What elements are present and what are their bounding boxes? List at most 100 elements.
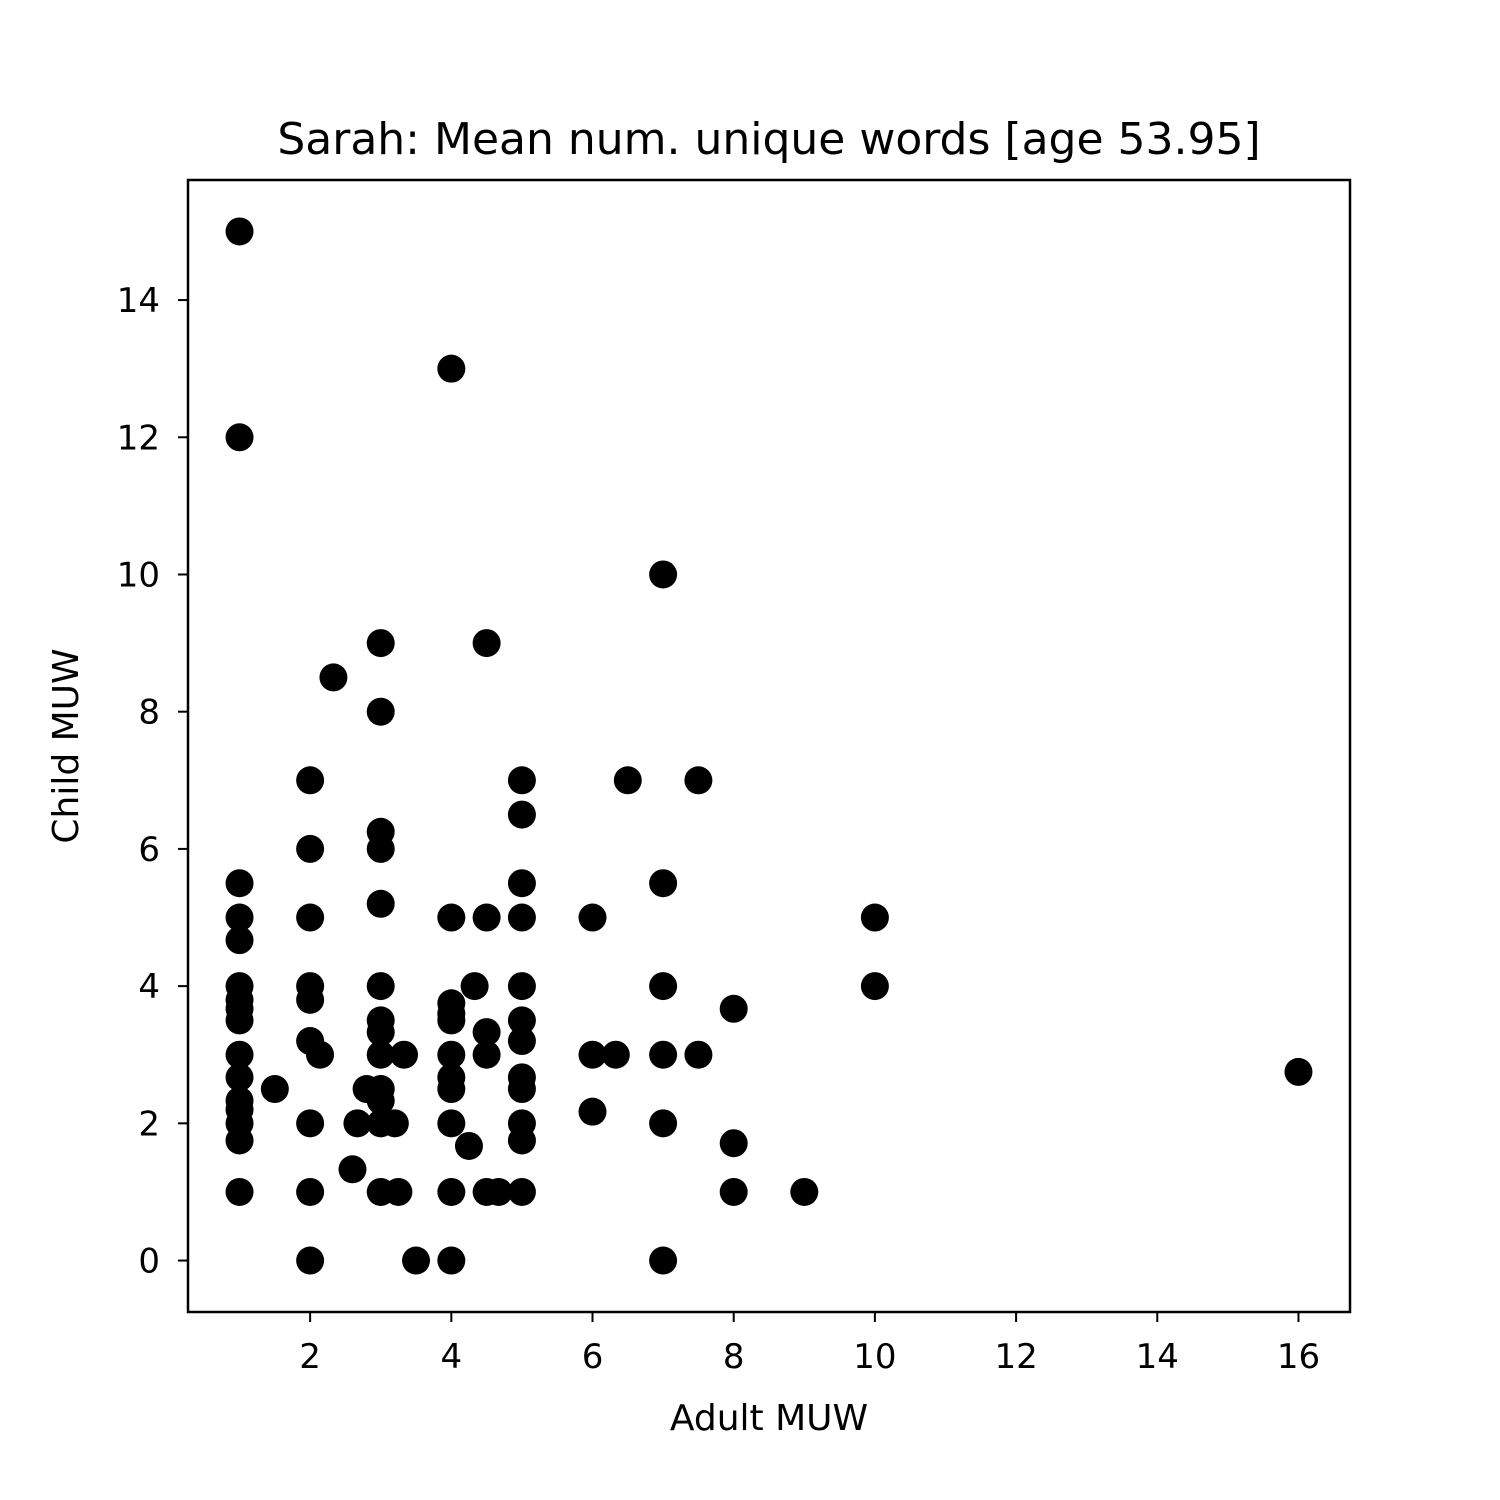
data-point: [649, 869, 678, 898]
data-point: [507, 1177, 536, 1206]
data-point: [507, 766, 536, 795]
x-tick-label: 4: [441, 1337, 463, 1377]
x-tick-label: 2: [299, 1337, 321, 1377]
x-tick-label: 14: [1136, 1337, 1179, 1377]
data-point: [578, 1097, 607, 1126]
y-tick-label: 0: [138, 1242, 160, 1282]
data-point: [613, 766, 642, 795]
data-point: [454, 1131, 483, 1160]
y-tick-label: 14: [117, 281, 160, 321]
data-point: [684, 766, 713, 795]
data-point: [225, 1126, 254, 1155]
data-points: [225, 217, 1313, 1275]
data-point: [225, 1006, 254, 1035]
y-tick-label: 10: [117, 555, 160, 595]
data-point: [390, 1040, 419, 1069]
data-point: [437, 903, 466, 932]
plot-frame: [186, 178, 1352, 1314]
data-point: [507, 972, 536, 1001]
data-point: [296, 766, 325, 795]
y-tick-label: 6: [138, 830, 160, 870]
data-point: [437, 1040, 466, 1069]
x-tick-label: 10: [853, 1337, 896, 1377]
data-point: [225, 423, 254, 452]
data-point: [380, 1109, 409, 1138]
y-axis-label: Child MUW: [46, 648, 87, 843]
data-point: [384, 1177, 413, 1206]
data-point: [507, 800, 536, 829]
data-point: [437, 354, 466, 383]
data-point: [860, 903, 889, 932]
data-point: [338, 1155, 367, 1184]
data-point: [790, 1177, 819, 1206]
data-point: [225, 217, 254, 246]
data-point: [684, 1040, 713, 1069]
data-point: [306, 1040, 335, 1069]
y-tick-label: 12: [117, 418, 160, 458]
data-point: [460, 972, 489, 1001]
data-point: [296, 1177, 325, 1206]
data-point: [437, 1075, 466, 1104]
data-point: [366, 1040, 395, 1069]
y-tick-label: 8: [138, 693, 160, 733]
data-point: [649, 1109, 678, 1138]
data-point: [296, 834, 325, 863]
data-point: [366, 1018, 395, 1047]
x-axis: 2 4 6 8 10 12 14 16: [299, 1312, 1320, 1377]
chart-title: Sarah: Mean num. unique words [age 53.95…: [277, 114, 1260, 165]
y-axis: 0 2 4 6 8 10 12 14: [117, 281, 188, 1282]
y-tick-label: 2: [138, 1104, 160, 1144]
x-tick-label: 12: [994, 1337, 1037, 1377]
data-point: [578, 1040, 607, 1069]
data-point: [343, 1109, 372, 1138]
data-point: [601, 1040, 630, 1069]
data-point: [225, 903, 254, 932]
data-point: [649, 1246, 678, 1275]
data-point: [366, 972, 395, 1001]
x-axis-label: Adult MUW: [670, 1398, 868, 1439]
data-point: [472, 1018, 501, 1047]
data-point: [437, 1006, 466, 1035]
data-point: [719, 1177, 748, 1206]
data-point: [225, 1177, 254, 1206]
data-point: [719, 1129, 748, 1158]
data-point: [649, 1040, 678, 1069]
data-point: [719, 994, 748, 1023]
data-point: [366, 629, 395, 658]
data-point: [578, 903, 607, 932]
data-point: [437, 1109, 466, 1138]
data-point: [484, 1177, 513, 1206]
data-point: [296, 903, 325, 932]
data-point: [437, 1246, 466, 1275]
data-point: [402, 1246, 431, 1275]
data-point: [296, 1246, 325, 1275]
data-point: [507, 1027, 536, 1056]
x-tick-label: 8: [723, 1337, 745, 1377]
data-point: [472, 1040, 501, 1069]
data-point: [649, 560, 678, 589]
data-point: [507, 1075, 536, 1104]
data-point: [225, 926, 254, 955]
data-point: [507, 1006, 536, 1035]
data-point: [319, 663, 348, 692]
data-point: [296, 985, 325, 1014]
data-point: [507, 1126, 536, 1155]
data-point: [225, 869, 254, 898]
data-point: [1284, 1057, 1313, 1086]
data-point: [225, 1063, 254, 1092]
data-point: [366, 1086, 395, 1115]
data-point: [437, 1177, 466, 1206]
x-tick-label: 6: [582, 1337, 604, 1377]
y-tick-label: 4: [138, 967, 160, 1007]
data-point: [860, 972, 889, 1001]
data-point: [366, 834, 395, 863]
data-point: [366, 889, 395, 918]
data-point: [472, 903, 501, 932]
data-point: [507, 903, 536, 932]
data-point: [260, 1075, 289, 1104]
data-point: [296, 1109, 325, 1138]
data-point: [366, 697, 395, 726]
data-point: [472, 629, 501, 658]
